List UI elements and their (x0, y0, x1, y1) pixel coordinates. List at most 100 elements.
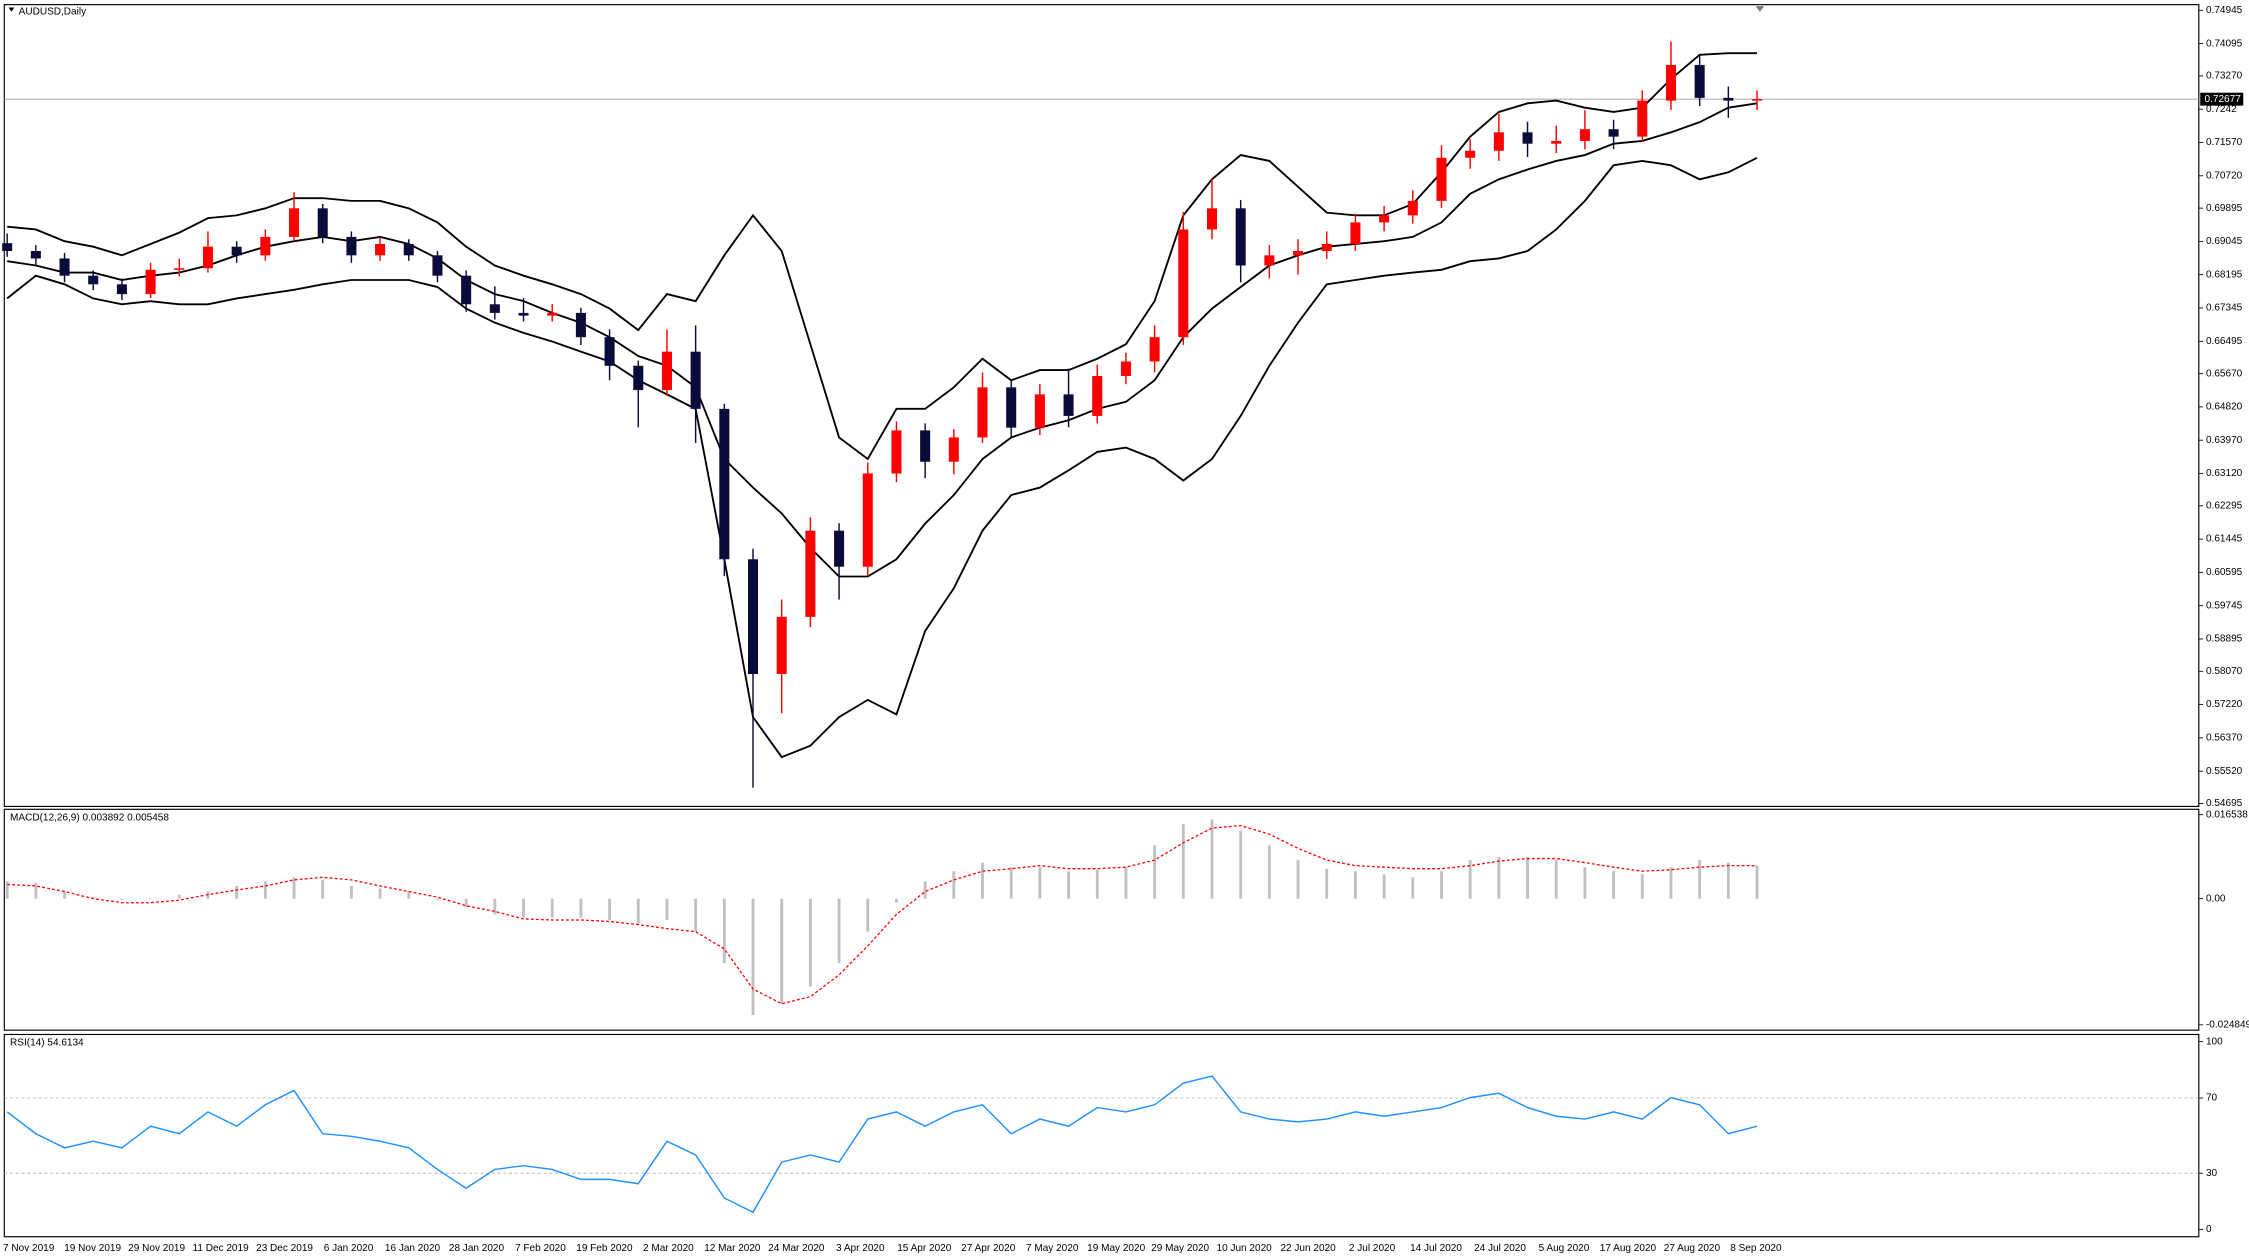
candle-body (231, 246, 242, 256)
candle-body (260, 236, 271, 256)
y-tick-label: 0.69895 (2206, 203, 2243, 214)
macd-histogram (608, 898, 612, 920)
x-tick-label: 17 Aug 2020 (1600, 1243, 1657, 1254)
x-tick-label: 19 Nov 2019 (64, 1243, 121, 1254)
candle-body (202, 246, 213, 269)
macd-histogram (407, 891, 411, 899)
x-tick-label: 5 Aug 2020 (1539, 1243, 1590, 1254)
y-tick-label: 0.56370 (2206, 733, 2243, 744)
candle-body (1006, 387, 1017, 428)
candle-body (1522, 132, 1533, 144)
y-tick-label: 0.63970 (2206, 435, 2243, 446)
candle-body (547, 312, 558, 316)
y-tick-label: 70 (2206, 1093, 2218, 1104)
candle-body (1379, 215, 1390, 223)
shift-marker[interactable] (1755, 6, 1765, 12)
candle-body (317, 208, 328, 237)
candle-body (948, 437, 959, 462)
macd-histogram (1181, 824, 1185, 899)
macd-histogram (550, 898, 554, 918)
y-tick-label: 0.74945 (2206, 5, 2243, 16)
x-tick-label: 19 Feb 2020 (576, 1243, 633, 1254)
y-tick-label: 0.74095 (2206, 38, 2243, 49)
candle-body (30, 251, 41, 259)
macd-histogram (1210, 819, 1214, 899)
macd-histogram (1009, 867, 1013, 899)
x-tick-label: 29 Nov 2019 (128, 1243, 185, 1254)
x-tick-label: 24 Jul 2020 (1474, 1243, 1526, 1254)
x-tick-label: 7 May 2020 (1026, 1243, 1079, 1254)
macd-histogram (1411, 877, 1415, 899)
x-tick-label: 2 Jul 2020 (1349, 1243, 1396, 1254)
candle-body (1637, 100, 1648, 137)
macd-histogram (636, 898, 640, 924)
main-panel (3, 4, 2200, 807)
candle-body (891, 430, 902, 474)
macd-histogram (177, 894, 181, 899)
y-tick-label: 30 (2206, 1168, 2218, 1179)
macd-histogram (1468, 860, 1472, 899)
macd-histogram (120, 898, 124, 901)
y-tick-label: 0 (2206, 1224, 2212, 1235)
macd-histogram (981, 862, 984, 899)
y-tick-label: -0.024849 (2206, 1019, 2249, 1030)
candle-body (862, 473, 873, 567)
candle-body (1063, 394, 1074, 416)
macd-histogram (349, 885, 353, 899)
candle-body (977, 387, 988, 438)
candle-body (1034, 394, 1045, 428)
macd-histogram (1067, 871, 1070, 899)
x-tick-label: 6 Jan 2020 (324, 1243, 374, 1254)
candle-body (1436, 157, 1447, 201)
candle-body (1608, 129, 1619, 137)
candle-body (346, 236, 357, 256)
macd-histogram (63, 891, 66, 899)
bollinger-band (7, 52, 1758, 461)
candle-body (719, 408, 730, 560)
macd-histogram (1612, 871, 1616, 899)
menu-arrow[interactable] (8, 7, 15, 12)
macd-histogram (722, 898, 726, 964)
macd-histogram (1124, 867, 1128, 899)
candle-body (1149, 337, 1160, 362)
macd-histogram (1353, 871, 1357, 899)
x-tick-label: 19 May 2020 (1087, 1243, 1145, 1254)
macd-histogram (1296, 860, 1300, 899)
macd-histogram (493, 898, 497, 915)
macd-histogram (1497, 857, 1501, 899)
candle-body (174, 268, 185, 270)
candle-body (1493, 132, 1504, 151)
candle-body (489, 304, 500, 313)
macd-histogram (579, 898, 583, 918)
candle-body (604, 337, 615, 366)
candle-body (834, 530, 845, 567)
macd-histogram (34, 882, 38, 899)
macd-histogram (464, 898, 468, 908)
x-tick-label: 16 Jan 2020 (385, 1243, 441, 1254)
candle-body (1235, 208, 1246, 266)
macd-histogram (1554, 860, 1558, 899)
x-tick-label: 3 Apr 2020 (836, 1243, 885, 1254)
bollinger-band (6, 156, 1758, 759)
macd-histogram (292, 877, 296, 899)
y-tick-label: 0.58895 (2206, 634, 2243, 645)
x-tick-label: 7 Nov 2019 (3, 1243, 55, 1254)
candle-body (1665, 64, 1676, 101)
macd-histogram (780, 898, 784, 1004)
macd-histogram (378, 888, 382, 899)
macd-histogram (1325, 868, 1329, 899)
candle-body (145, 269, 156, 295)
x-tick-label: 2 Mar 2020 (643, 1243, 694, 1254)
x-tick-label: 12 Mar 2020 (704, 1243, 761, 1254)
macd-histogram (952, 871, 956, 899)
macd-histogram (665, 898, 669, 920)
x-tick-label: 10 Jun 2020 (1217, 1243, 1273, 1254)
macd-histogram (149, 898, 153, 900)
candle-body (1350, 222, 1361, 244)
candle-body (575, 312, 586, 338)
macd-histogram (263, 881, 267, 899)
candle-body (432, 255, 443, 276)
y-tick-label: 0.63120 (2206, 468, 2243, 479)
candle-body (2, 243, 13, 252)
